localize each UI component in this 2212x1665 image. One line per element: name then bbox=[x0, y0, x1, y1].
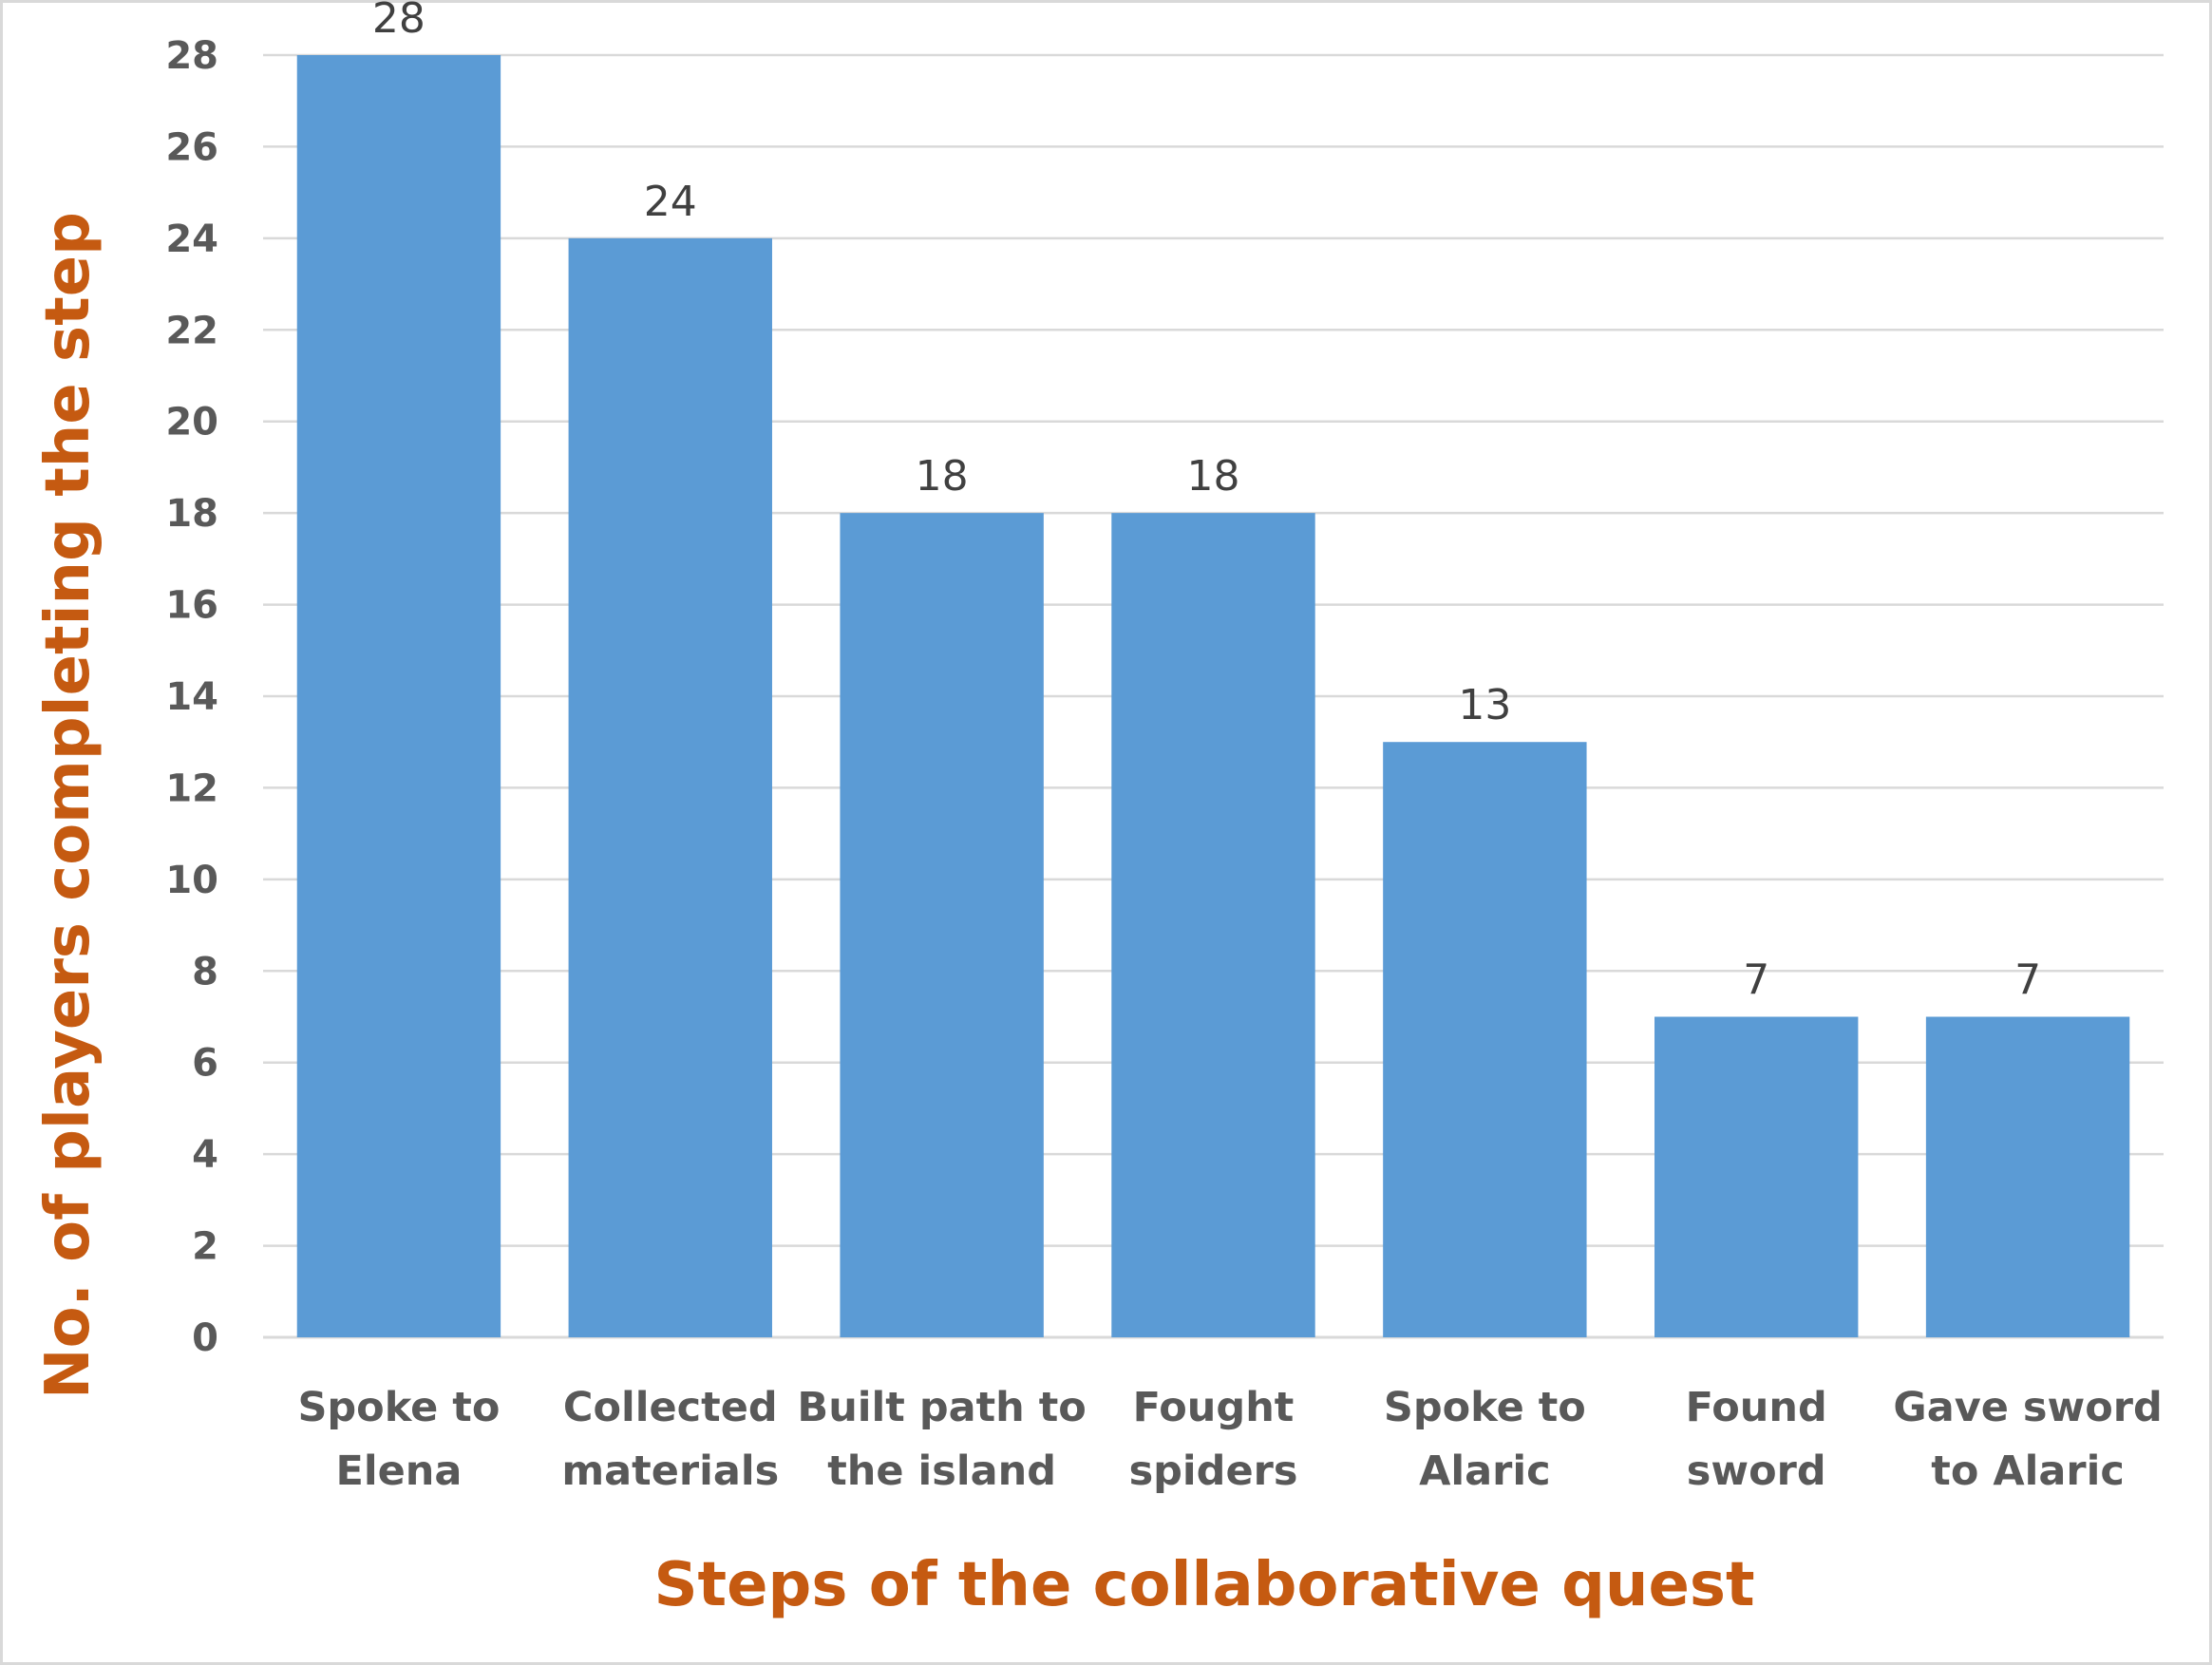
x-tick-label: Collected bbox=[563, 1384, 778, 1431]
y-axis-title: No. of players completing the step bbox=[33, 212, 104, 1399]
x-tick-label: Spoke to bbox=[297, 1384, 500, 1431]
y-tick-label: 24 bbox=[165, 218, 218, 261]
y-tick-label: 10 bbox=[165, 859, 218, 902]
bar bbox=[1925, 1016, 2130, 1337]
y-tick-label: 28 bbox=[165, 34, 218, 78]
x-axis-title: Steps of the collaborative quest bbox=[653, 1550, 1754, 1620]
bar-value-label: 7 bbox=[2014, 956, 2041, 1005]
data-labels: 28 24 18 18 13 7 7 bbox=[372, 0, 2041, 1005]
x-axis-ticks: Spoke to Elena Collected materials Built pat… bbox=[297, 1384, 2162, 1495]
y-tick-label: 2 bbox=[192, 1225, 218, 1269]
bar-value-label: 18 bbox=[1187, 452, 1240, 501]
bar-value-label: 13 bbox=[1458, 681, 1511, 729]
x-tick-label: Built path to bbox=[797, 1384, 1086, 1431]
y-tick-label: 4 bbox=[192, 1133, 218, 1177]
y-tick-label: 8 bbox=[192, 950, 218, 993]
x-tick-label: Gave sword bbox=[1893, 1384, 2162, 1431]
bar-value-label: 24 bbox=[644, 178, 697, 226]
y-tick-label: 22 bbox=[165, 309, 218, 352]
bar bbox=[1654, 1016, 1859, 1337]
y-tick-label: 6 bbox=[192, 1042, 218, 1086]
bar bbox=[296, 55, 501, 1337]
x-tick-label: Spoke to bbox=[1384, 1384, 1586, 1431]
bar bbox=[1383, 742, 1587, 1337]
x-tick-label: Found bbox=[1686, 1384, 1827, 1431]
y-tick-label: 16 bbox=[165, 584, 218, 628]
y-tick-label: 26 bbox=[165, 125, 218, 169]
x-tick-label: Alaric bbox=[1419, 1447, 1550, 1495]
x-tick-label: Elena bbox=[335, 1447, 462, 1495]
bar bbox=[1111, 513, 1315, 1337]
y-tick-label: 12 bbox=[165, 766, 218, 810]
x-tick-label: materials bbox=[561, 1447, 779, 1495]
bars bbox=[296, 55, 2130, 1337]
y-tick-label: 18 bbox=[165, 492, 218, 536]
y-tick-label: 20 bbox=[165, 401, 218, 445]
bar bbox=[840, 513, 1044, 1337]
x-tick-label: spiders bbox=[1129, 1447, 1298, 1495]
y-tick-label: 14 bbox=[165, 675, 218, 719]
x-tick-label: sword bbox=[1687, 1447, 1826, 1495]
x-tick-label: Fought bbox=[1133, 1384, 1295, 1431]
bar bbox=[568, 237, 772, 1337]
y-tick-label: 0 bbox=[192, 1316, 218, 1360]
x-tick-label: to Alaric bbox=[1931, 1447, 2125, 1495]
bar-value-label: 28 bbox=[372, 0, 425, 43]
bar-value-label: 7 bbox=[1743, 956, 1769, 1005]
bar-value-label: 18 bbox=[916, 452, 969, 501]
x-tick-label: the island bbox=[827, 1447, 1056, 1495]
